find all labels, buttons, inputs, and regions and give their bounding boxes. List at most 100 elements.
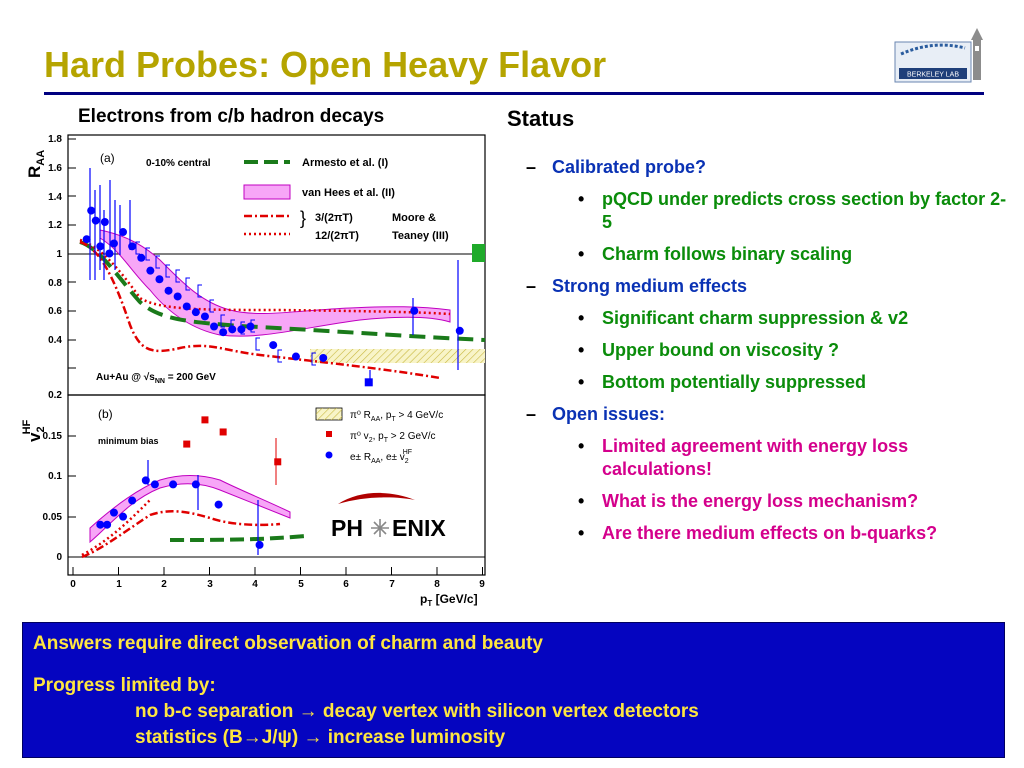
top-y-tick-labels: 1.8 1.6 1.4 1.2 1 0.8 0.6 0.4 0.2 bbox=[48, 134, 62, 401]
v2-data-point bbox=[191, 480, 200, 489]
dot-bullet: • bbox=[578, 523, 585, 543]
legend-armesto: Armesto et al. (I) bbox=[302, 157, 389, 169]
x-tick-label: 3 bbox=[207, 579, 213, 590]
berkeley-lab-logo: BERKELEY LAB bbox=[894, 28, 983, 83]
raa-data-point bbox=[269, 341, 278, 350]
bottom-y-tick-labels: 0 0.05 0.1 0.15 bbox=[43, 431, 63, 563]
v2-axis-label: v2HF bbox=[21, 419, 47, 442]
summary-line: statistics (B→J/ψ) → increase luminosity bbox=[135, 727, 506, 748]
raa-data-point bbox=[455, 326, 464, 335]
dash-bullet: – bbox=[526, 404, 537, 424]
armesto-v2-curve bbox=[169, 534, 306, 542]
status-subitem: • Are there medium effects on b-quarks? bbox=[578, 523, 938, 543]
v2-data-point bbox=[109, 508, 118, 517]
raa-data-point bbox=[210, 322, 219, 331]
x-tick-label: 2 bbox=[161, 579, 167, 590]
pi0-v2-data-point bbox=[219, 428, 227, 436]
moore-12-curve bbox=[79, 238, 451, 316]
armesto-curve bbox=[79, 240, 486, 342]
raa-data-point bbox=[364, 378, 373, 387]
raa-data-point bbox=[100, 218, 109, 227]
status-list: – Calibrated probe? • pQCD under predicts … bbox=[520, 156, 1010, 554]
legend-moore-label-a: Moore & bbox=[392, 212, 436, 224]
status-item-text: Open issues: bbox=[552, 404, 666, 424]
y-tick-label: 0.4 bbox=[48, 335, 62, 346]
raa-data-point bbox=[410, 306, 419, 315]
v2-data-point bbox=[255, 540, 264, 549]
svg-text:ENIX: ENIX bbox=[392, 515, 446, 541]
raa-data-point bbox=[246, 322, 255, 331]
y-tick-label: 1.6 bbox=[48, 163, 62, 174]
legend-brace: } bbox=[300, 208, 306, 228]
status-item: – Calibrated probe? bbox=[520, 156, 1010, 178]
top-error-bars bbox=[89, 168, 459, 386]
vanhees-v2-band bbox=[89, 475, 291, 544]
y-tick-label: 1.2 bbox=[48, 220, 62, 231]
legend-moore-b: 12/(2πT) bbox=[315, 230, 359, 242]
bottom-panel-frame bbox=[67, 394, 486, 576]
raa-data-point bbox=[146, 266, 155, 275]
raa-data-point bbox=[128, 242, 137, 251]
y-tick-label: 0 bbox=[56, 552, 62, 563]
dot-bullet: • bbox=[578, 340, 585, 360]
min-bias-label: minimum bias bbox=[98, 436, 159, 446]
y-tick-label: 1.4 bbox=[48, 192, 62, 203]
legend-moore-label-b: Teaney (III) bbox=[392, 230, 449, 242]
x-tick-label: 9 bbox=[479, 579, 485, 590]
raa-data-point bbox=[291, 352, 300, 361]
y-tick-label: 0.15 bbox=[43, 431, 63, 442]
dot-bullet: • bbox=[578, 436, 585, 456]
pi0-raa-band-hatch bbox=[310, 349, 485, 363]
raa-data-point bbox=[155, 275, 164, 284]
raa-data-point bbox=[319, 353, 328, 362]
x-tick-label: 4 bbox=[252, 579, 258, 590]
page-title: Hard Probes: Open Heavy Flavor bbox=[44, 44, 607, 85]
raa-data-point bbox=[82, 235, 91, 244]
phenix-figure: 1.8 1.6 1.4 1.2 1 0.8 0.6 0.4 0.2 RAA bbox=[21, 134, 486, 608]
v2-data-point bbox=[119, 512, 128, 521]
x-tick-label: 0 bbox=[70, 579, 76, 590]
status-item: – Strong medium effects bbox=[520, 275, 1010, 297]
legend-red-marker bbox=[326, 431, 332, 437]
y-tick-label: 0.8 bbox=[48, 278, 62, 289]
y-tick-label: 0.05 bbox=[43, 512, 63, 523]
v2-data-point bbox=[128, 496, 137, 505]
legend-red-label: π⁰ v2, pT > 2 GeV/c bbox=[350, 431, 436, 444]
dash-bullet: – bbox=[526, 157, 537, 177]
top-systematics bbox=[135, 241, 316, 366]
vanhees-band bbox=[99, 229, 451, 337]
raa-data-point bbox=[200, 312, 209, 321]
top-y-ticks bbox=[68, 138, 76, 369]
legend-vanhees-swatch bbox=[243, 184, 291, 200]
status-item: – Open issues: bbox=[520, 403, 1010, 425]
summary-line: no b-c separation → decay vertex with si… bbox=[135, 701, 699, 722]
pi0-v2-data-point bbox=[201, 416, 209, 424]
y-tick-label: 0.6 bbox=[48, 306, 62, 317]
status-subitem: • Limited agreement with energy loss calc… bbox=[578, 436, 909, 479]
svg-text:PH: PH bbox=[331, 515, 363, 541]
x-tick-label: 7 bbox=[389, 579, 395, 590]
raa-data-point bbox=[137, 253, 146, 262]
raa-data-point bbox=[191, 308, 200, 317]
top-data-points bbox=[82, 206, 464, 387]
status-subitem: • Upper bound on viscosity ? bbox=[578, 340, 840, 360]
raa-data-point bbox=[119, 228, 128, 237]
status-item-text: Calibrated probe? bbox=[552, 157, 707, 177]
legend-blue-label: e± RAA, e± v2HF bbox=[350, 449, 412, 465]
raa-data-point bbox=[96, 242, 105, 251]
dot-bullet: • bbox=[578, 189, 585, 209]
x-tick-label: 5 bbox=[298, 579, 304, 590]
summary-box: Answers require direct observation of ch… bbox=[22, 622, 1005, 758]
raa-data-point bbox=[219, 328, 228, 337]
v2-data-point bbox=[103, 520, 112, 529]
bottom-y-ticks bbox=[68, 435, 76, 558]
dot-bullet: • bbox=[578, 372, 585, 392]
raa-data-point bbox=[91, 216, 100, 225]
bottom-data-points bbox=[96, 416, 282, 549]
status-heading: Status bbox=[507, 106, 575, 131]
status-subitem: • What is the energy loss mechanism? bbox=[578, 491, 919, 511]
x-axis-ticks bbox=[72, 567, 483, 575]
x-tick-label: 6 bbox=[343, 579, 349, 590]
x-tick-labels: 0 1 2 3 4 5 6 7 8 9 bbox=[70, 579, 485, 590]
raa-data-point bbox=[87, 206, 96, 215]
